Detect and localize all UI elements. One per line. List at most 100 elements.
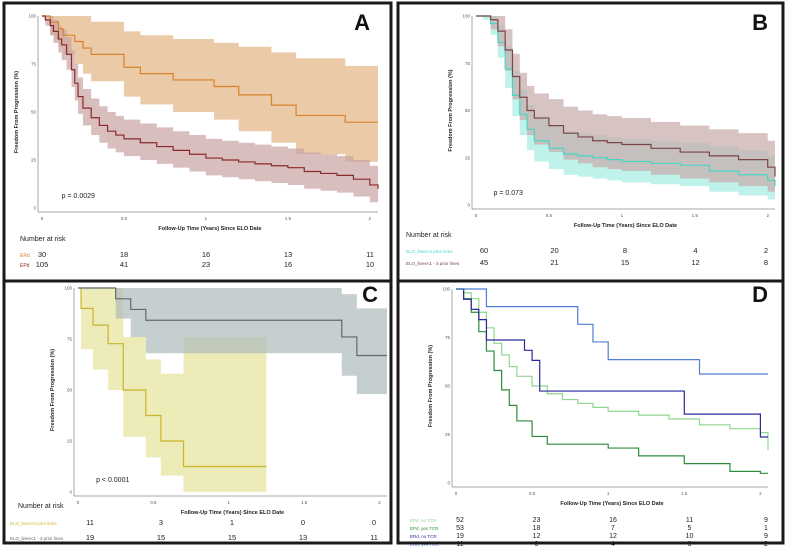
- y-tick-label: 75: [465, 61, 471, 66]
- risk-count: 3: [159, 518, 163, 527]
- risk-table-title: Number at risk: [18, 503, 64, 510]
- x-tick-label: 0.5: [529, 491, 536, 496]
- x-tick-label: 1.5: [301, 500, 308, 505]
- risk-table-title: Number at risk: [406, 232, 452, 239]
- p-value: p < 0.0001: [96, 477, 129, 484]
- panel-label: B: [752, 10, 768, 35]
- y-tick-label: 0: [447, 481, 450, 486]
- risk-count: 5: [688, 525, 692, 532]
- risk-count: 53: [456, 525, 464, 532]
- risk-count: 1: [764, 525, 768, 532]
- y-tick-label: 0: [467, 203, 470, 208]
- y-tick-label: 25: [465, 155, 471, 160]
- risk-count: 23: [202, 260, 210, 269]
- y-tick-label: 100: [442, 287, 450, 292]
- risk-count: 11: [86, 518, 94, 527]
- km-curve-0: [78, 287, 267, 468]
- y-tick-label: 50: [465, 108, 471, 113]
- x-axis-label: Follow-Up Time (Years) Since ELO Date: [560, 501, 663, 507]
- y-axis-label: Freedom From Progression (%): [50, 349, 56, 431]
- x-tick-label: 0.5: [546, 213, 553, 218]
- x-tick-label: 0: [41, 216, 44, 221]
- risk-count: 18: [120, 250, 128, 259]
- risk-count: 9: [764, 517, 768, 524]
- km-curve-0: [476, 15, 776, 187]
- y-tick-label: 25: [31, 158, 37, 163]
- p-value: p = 0.0029: [62, 193, 95, 200]
- y-tick-label: 50: [67, 388, 73, 393]
- x-tick-label: 1: [607, 491, 610, 496]
- x-tick-label: 0: [475, 213, 478, 218]
- x-tick-label: 0.5: [150, 500, 157, 505]
- risk-count: 13: [284, 250, 292, 259]
- y-tick-label: 100: [64, 286, 72, 291]
- y-axis-label: Freedom From Progression (%): [448, 69, 454, 151]
- y-tick-label: 75: [445, 335, 451, 340]
- x-axis-label: Follow-Up Time (Years) Since ELO Date: [158, 226, 261, 232]
- risk-count: 10: [686, 533, 694, 540]
- x-tick-label: 1.5: [285, 216, 292, 221]
- panel-a: 0 0.5 1 1.5 2 0 25 50 75 100 Follow-Up Time (Years…: [2, 1, 393, 283]
- km-curve-1: [476, 15, 776, 177]
- risk-row-label: EPd, yes TCR: [410, 526, 439, 531]
- risk-count: 52: [456, 517, 464, 524]
- risk-count: 30: [38, 250, 46, 259]
- risk-count: 0: [372, 518, 376, 527]
- km-curve-2: [456, 288, 768, 438]
- y-tick-label: 50: [445, 384, 451, 389]
- p-value: p = 0.073: [494, 190, 523, 197]
- panel-label: A: [354, 10, 370, 35]
- km-curve-1: [78, 287, 387, 357]
- x-tick-label: 0: [455, 491, 458, 496]
- x-tick-label: 1: [205, 216, 208, 221]
- ci-band-1: [42, 16, 378, 208]
- x-tick-label: 1: [227, 500, 230, 505]
- risk-row-label: ELO_lines<1 - 3 prior lines: [406, 261, 460, 266]
- risk-count: 16: [609, 517, 617, 524]
- risk-row-label: ERd, no TCR: [410, 534, 437, 539]
- km-curve-1: [42, 15, 379, 189]
- risk-count: 8: [764, 258, 768, 267]
- risk-count: 15: [157, 533, 165, 542]
- y-axis-label: Freedom From Progression (%): [14, 71, 20, 153]
- risk-count: 10: [366, 260, 374, 269]
- risk-count: 21: [550, 258, 558, 267]
- risk-row-label: ERd: [20, 253, 30, 259]
- x-tick-label: 1: [621, 213, 624, 218]
- ci-band-0: [42, 16, 378, 162]
- risk-count: 16: [202, 250, 210, 259]
- x-axis-label: Follow-Up Time (Years) Since ELO Date: [181, 510, 284, 516]
- x-axis-label: Follow-Up Time (Years) Since ELO Date: [574, 223, 677, 229]
- risk-count: 12: [609, 533, 617, 540]
- panel-border: [396, 279, 785, 545]
- km-curve-0: [42, 15, 378, 123]
- risk-table-title: Number at risk: [20, 236, 66, 243]
- y-tick-label: 100: [462, 14, 470, 19]
- y-tick-label: 25: [445, 432, 451, 437]
- risk-count: 16: [284, 260, 292, 269]
- risk-count: 9: [764, 533, 768, 540]
- risk-count: 18: [533, 525, 541, 532]
- risk-row-label: ELO_lines>3 prior lines: [10, 521, 57, 526]
- y-tick-label: 25: [67, 439, 73, 444]
- risk-count: 8: [623, 246, 627, 255]
- panel-label: D: [752, 282, 768, 307]
- x-tick-label: 2: [378, 500, 381, 505]
- risk-count: 60: [480, 246, 488, 255]
- x-tick-label: 1.5: [681, 491, 688, 496]
- x-tick-label: 0: [77, 500, 80, 505]
- ci-band-1: [476, 16, 775, 200]
- risk-count: 12: [533, 533, 541, 540]
- risk-count: 2: [764, 246, 768, 255]
- risk-row-label: ELO_lines<1 - 3 prior lines: [10, 536, 64, 541]
- risk-count: 19: [86, 533, 94, 542]
- y-tick-label: 50: [31, 110, 37, 115]
- y-axis-label: Freedom From Progression (%): [428, 345, 434, 427]
- y-tick-label: 75: [67, 337, 73, 342]
- risk-count: 15: [228, 533, 236, 542]
- ci-band-1: [78, 288, 387, 395]
